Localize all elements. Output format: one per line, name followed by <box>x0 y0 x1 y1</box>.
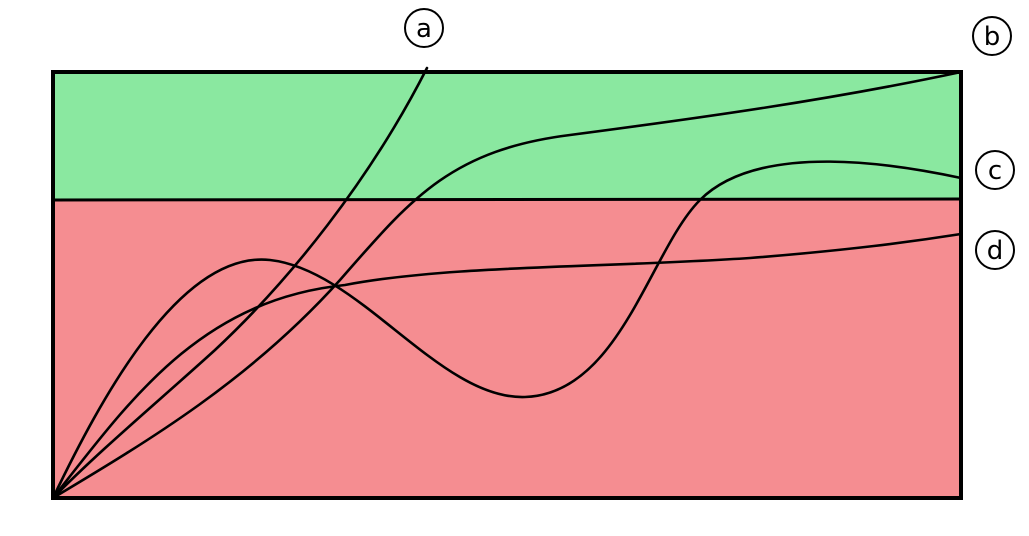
curve-label-b-text: b <box>984 22 1001 52</box>
curve-label-b: b <box>972 16 1012 56</box>
curve-label-a: a <box>404 8 444 48</box>
zone-boundary-line <box>52 197 962 202</box>
lower-zone <box>53 200 961 498</box>
curve-b <box>51 70 963 500</box>
curve-d <box>51 232 963 500</box>
curve-label-d: d <box>975 230 1015 270</box>
upper-zone <box>53 72 961 200</box>
curve-c <box>51 160 963 500</box>
diagram-frame <box>51 70 963 500</box>
curve-label-c: c <box>975 150 1015 190</box>
curve-label-c-text: c <box>988 156 1002 186</box>
curve-label-a-text: a <box>416 14 432 44</box>
curve-label-d-text: d <box>987 236 1004 266</box>
curve-a <box>51 66 429 500</box>
